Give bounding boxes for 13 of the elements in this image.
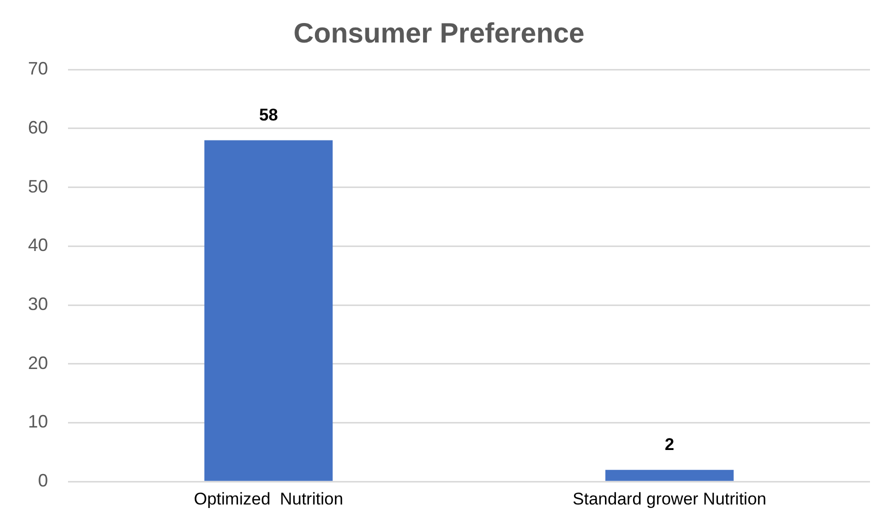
y-tick-label: 60: [28, 117, 48, 138]
data-label: 58: [259, 105, 278, 124]
y-tick-label: 0: [38, 470, 48, 491]
y-tick-label: 50: [28, 176, 48, 196]
y-tick-label: 40: [28, 235, 48, 256]
x-tick-label: Standard grower Nutrition: [572, 489, 766, 508]
data-label: 2: [664, 435, 674, 454]
y-tick-label: 70: [28, 58, 48, 79]
y-tick-label: 10: [28, 412, 48, 432]
y-tick-label: 30: [28, 294, 48, 314]
chart-title: Consumer Preference: [293, 18, 585, 49]
x-tick-label: Optimized Nutrition: [194, 489, 344, 508]
y-tick-label: 20: [28, 352, 48, 373]
